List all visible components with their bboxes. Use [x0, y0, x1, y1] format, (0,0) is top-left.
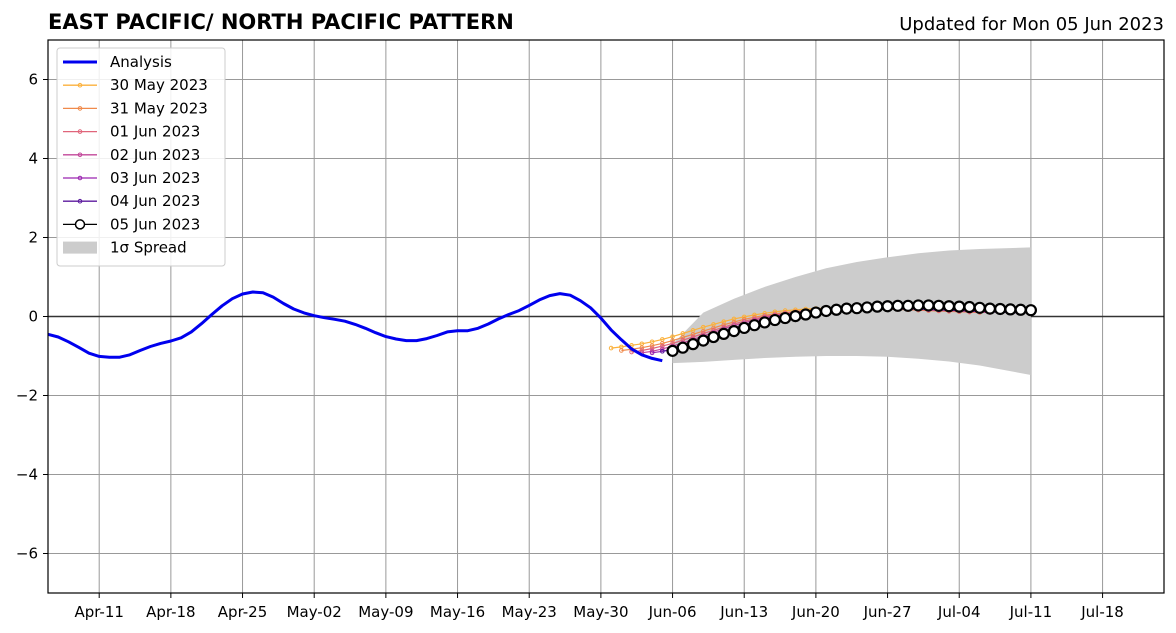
x-tick-label: Jun-20 [791, 603, 840, 621]
x-tick-label: Jun-06 [648, 603, 697, 621]
forecast-point-jun05 [881, 300, 894, 313]
forecast-point-jun05 [860, 301, 874, 314]
forecast-point-jun05 [748, 319, 761, 332]
forecast-point-jun05 [912, 299, 925, 312]
forecast-point-jun05 [666, 344, 679, 357]
forecast-point-jun05 [758, 316, 771, 329]
legend-label: Analysis [110, 53, 172, 71]
chart-subtitle: Updated for Mon 05 Jun 2023 [899, 14, 1164, 35]
forecast-point-jun05 [891, 299, 904, 312]
forecast-point-jun05 [809, 306, 822, 319]
y-tick-label: −6 [16, 545, 38, 563]
forecast-point-jun05 [686, 338, 700, 351]
forecast-point-jun05 [1024, 304, 1037, 317]
forecast-point-jun05 [973, 301, 986, 314]
x-tick-label: May-09 [358, 603, 413, 621]
forecast-point-jun05 [1014, 303, 1027, 316]
chart-title: EAST PACIFIC/ NORTH PACIFIC PATTERN [48, 10, 514, 34]
forecast-point-jun05 [779, 311, 792, 325]
legend-label: 1σ Spread [110, 239, 187, 257]
forecast-point-jun01 [660, 343, 665, 349]
legend-label: 01 Jun 2023 [110, 123, 200, 141]
forecast-point-jun05 [717, 327, 730, 340]
legend-handle-marker [77, 152, 83, 158]
legend-label: 02 Jun 2023 [110, 146, 200, 164]
forecast-point-may30 [608, 345, 614, 351]
forecast-point-jun05 [738, 321, 751, 335]
y-tick-label: 6 [28, 71, 38, 89]
analysis-line [47, 290, 663, 363]
forecast-point-jun05 [707, 330, 720, 344]
forecast-point-jun05 [953, 300, 966, 313]
forecast-point-may31 [619, 348, 624, 353]
forecast-point-jun05 [983, 302, 997, 315]
forecast-point-jun05 [820, 304, 833, 318]
y-tick-label: 2 [28, 229, 38, 247]
legend-label: 05 Jun 2023 [110, 215, 200, 233]
forecast-point-jun05 [994, 302, 1007, 316]
forecast-point-jun05 [871, 300, 884, 313]
x-tick-label: Jun-27 [863, 603, 912, 621]
forecast-point-jun05 [932, 299, 945, 312]
forecast-point-jun05 [727, 325, 741, 338]
x-tick-label: May-30 [573, 603, 628, 621]
forecast-point-jun05 [840, 302, 853, 315]
forecast-point-may31 [680, 335, 686, 340]
legend-handle-marker [77, 198, 83, 204]
forecast-point-jun01 [649, 346, 655, 351]
forecast-point-jun05 [830, 303, 843, 316]
y-tick-label: 4 [28, 150, 38, 168]
x-tick-label: Jul-11 [1009, 603, 1053, 621]
legend-label: 03 Jun 2023 [110, 169, 200, 187]
x-tick-label: Jul-04 [937, 603, 981, 621]
y-tick-label: 0 [28, 308, 38, 326]
x-tick-label: Apr-18 [146, 603, 196, 621]
x-tick-label: Apr-11 [74, 603, 124, 621]
legend-handle-marker [77, 175, 83, 181]
forecast-point-may31 [649, 343, 655, 349]
forecast-point-may31 [660, 341, 665, 346]
y-tick-label: −2 [16, 387, 38, 405]
legend-handle-marker [77, 129, 83, 134]
forecast-point-jun05 [942, 300, 956, 313]
legend-handle-spread [63, 241, 97, 254]
legend-box [56, 47, 226, 267]
forecast-point-jun05 [850, 302, 863, 315]
forecast-point-jun04 [660, 348, 665, 354]
x-tick-label: Jun-13 [719, 603, 768, 621]
x-tick-label: May-02 [287, 603, 342, 621]
forecast-point-may31 [670, 338, 675, 343]
y-tick-label: −4 [16, 466, 38, 484]
forecast-point-jun03 [649, 350, 655, 356]
forecast-point-jun05 [768, 313, 782, 327]
forecast-point-jun05 [676, 341, 689, 354]
plot-area: Apr-11 Apr-18 Apr-25 May-02 May-09 May-16 May-… [16, 39, 1165, 621]
forecast-point-jun05 [799, 308, 812, 321]
x-tick-label: Apr-25 [218, 603, 268, 621]
legend-handle-marker [77, 82, 83, 88]
forecast-point-jun02 [649, 348, 655, 354]
forecast-point-jun05 [963, 300, 976, 314]
legend-label: 30 May 2023 [110, 76, 208, 94]
forecast-point-jun05 [1004, 303, 1017, 316]
forecast-point-jun05 [697, 334, 710, 347]
forecast-point-may31 [690, 331, 696, 337]
x-tick-label: May-16 [430, 603, 485, 621]
legend-label: 04 Jun 2023 [110, 192, 200, 210]
forecast-point-may31 [639, 345, 645, 351]
legend-handle-marker [77, 106, 83, 111]
forecast-point-jun05 [789, 310, 802, 323]
x-tick-label: Jul-18 [1080, 603, 1124, 621]
forecast-point-jun05 [901, 299, 915, 312]
legend-handle-marker [74, 219, 86, 230]
forecast-point-jun05 [922, 299, 935, 312]
legend-label: 31 May 2023 [110, 99, 208, 117]
x-tick-label: May-23 [502, 603, 557, 621]
